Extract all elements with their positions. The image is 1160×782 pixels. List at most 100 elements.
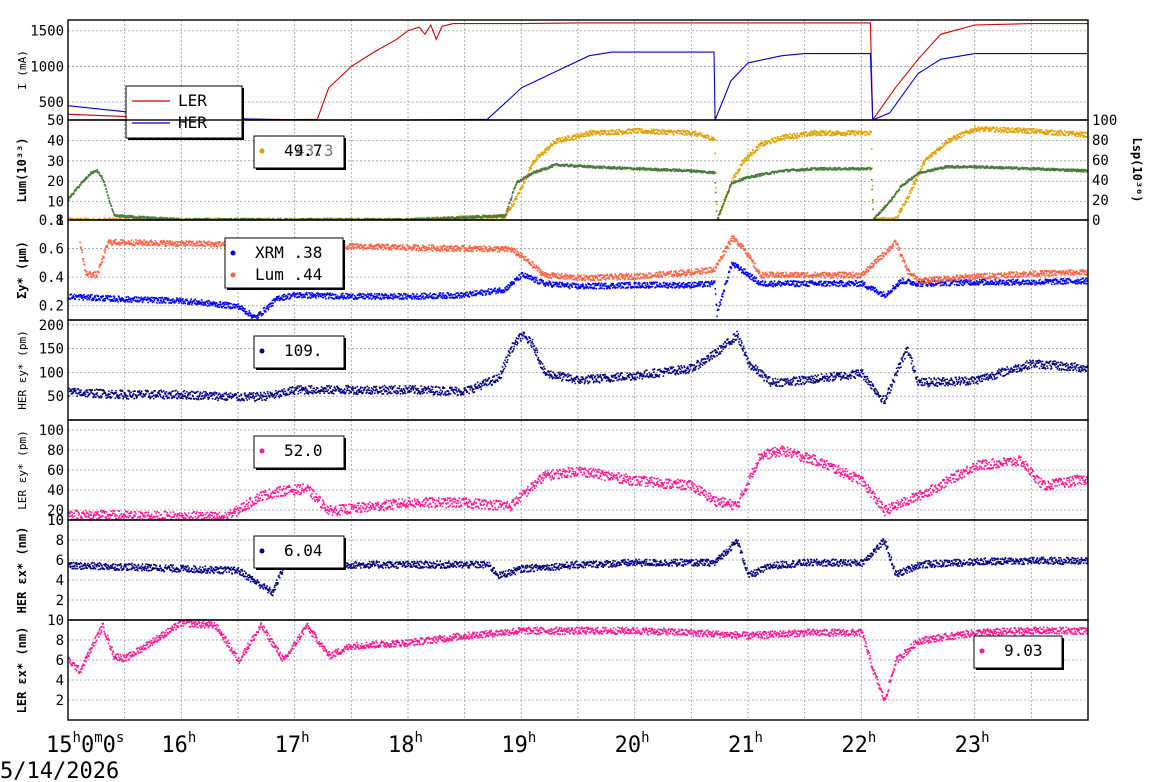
- data-point: [851, 131, 853, 133]
- data-point: [123, 216, 126, 219]
- data-point: [529, 168, 532, 171]
- data-point: [734, 182, 736, 184]
- data-point: [681, 129, 684, 132]
- data-point: [549, 146, 551, 148]
- data-point: [279, 217, 282, 220]
- data-point: [441, 217, 443, 220]
- data-point: [551, 166, 553, 168]
- data-point: [122, 299, 124, 302]
- data-point: [618, 129, 621, 131]
- data-point: [991, 128, 993, 130]
- data-point: [710, 171, 713, 173]
- data-point: [449, 217, 452, 220]
- data-point: [812, 133, 815, 136]
- data-point: [1068, 133, 1070, 136]
- data-point: [506, 213, 508, 215]
- data-point: [262, 218, 264, 220]
- data-point: [631, 128, 634, 130]
- data-point: [588, 166, 591, 169]
- data-point: [649, 168, 651, 171]
- data-point: [88, 174, 91, 177]
- data-point: [688, 132, 691, 134]
- data-point: [751, 152, 754, 154]
- data-point: [573, 135, 575, 138]
- data-point: [1078, 132, 1081, 134]
- data-point: [1002, 166, 1005, 168]
- data-point: [564, 136, 567, 139]
- data-point: [760, 174, 763, 177]
- data-point: [863, 132, 865, 134]
- data-point: [439, 216, 442, 219]
- data-point: [750, 176, 752, 179]
- data-point: [161, 218, 164, 220]
- data-point: [897, 214, 900, 217]
- data-point: [683, 170, 685, 172]
- data-point: [502, 217, 504, 219]
- data-point: [655, 128, 658, 131]
- data-point: [138, 222, 140, 224]
- data-point: [1039, 128, 1042, 131]
- data-point: [154, 216, 157, 219]
- data-point: [871, 167, 873, 170]
- data-point: [795, 136, 798, 139]
- data-point: [353, 221, 355, 223]
- data-point: [415, 221, 417, 223]
- data-point: [601, 166, 604, 168]
- data-point: [1041, 132, 1044, 134]
- data-point: [1051, 167, 1053, 170]
- data-point: [142, 298, 144, 301]
- data-point: [732, 182, 735, 184]
- data-point: [872, 208, 874, 211]
- data-point: [500, 214, 503, 216]
- data-point: [535, 157, 538, 160]
- data-point: [906, 197, 908, 200]
- data-point: [241, 222, 243, 224]
- data-point: [793, 133, 796, 135]
- data-point: [616, 131, 619, 133]
- data-point: [306, 221, 308, 223]
- data-point: [821, 134, 824, 137]
- data-point: [79, 221, 81, 223]
- data-point: [1010, 167, 1013, 169]
- data-point: [792, 169, 795, 171]
- data-point: [302, 222, 304, 224]
- data-point: [639, 128, 641, 130]
- data-point: [163, 222, 165, 224]
- data-point: [510, 203, 513, 205]
- data-point: [162, 216, 164, 219]
- data-point: [968, 132, 971, 135]
- data-point: [513, 203, 516, 205]
- data-point: [150, 299, 152, 302]
- data-point: [410, 218, 412, 220]
- data-point: [862, 168, 865, 171]
- data-point: [615, 168, 618, 170]
- data-point: [685, 132, 687, 135]
- data-point: [77, 218, 80, 220]
- data-point: [787, 134, 790, 136]
- data-point: [109, 217, 111, 219]
- data-point: [948, 167, 950, 169]
- data-point: [625, 130, 628, 132]
- data-point: [914, 183, 916, 186]
- data-point: [1045, 129, 1047, 131]
- data-point: [998, 167, 1001, 169]
- data-point: [1040, 168, 1042, 170]
- data-point: [504, 216, 506, 218]
- data-point: [953, 135, 955, 138]
- data-point: [1076, 170, 1078, 173]
- data-point: [421, 217, 424, 219]
- data-point: [964, 130, 967, 133]
- data-point: [245, 221, 247, 223]
- data-point: [380, 218, 383, 220]
- data-point: [1025, 168, 1028, 171]
- data-point: [657, 129, 659, 132]
- data-point: [579, 135, 582, 138]
- data-point: [656, 131, 659, 133]
- y-tick-label: 1000: [30, 59, 64, 75]
- data-point: [927, 169, 930, 171]
- data-point: [981, 126, 983, 128]
- data-point: [312, 222, 314, 224]
- data-point: [756, 175, 758, 178]
- data-point: [639, 169, 641, 171]
